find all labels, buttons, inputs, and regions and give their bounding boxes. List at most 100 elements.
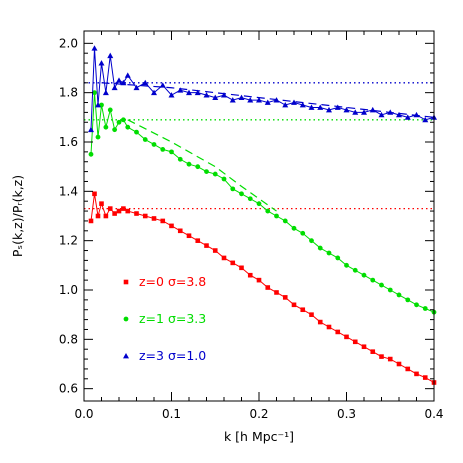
data-point xyxy=(344,334,349,340)
data-point xyxy=(361,272,367,278)
data-point xyxy=(95,102,101,108)
data-point xyxy=(142,137,148,142)
data-point xyxy=(151,89,157,96)
legend-entry: z=1 σ=3.3 xyxy=(139,311,206,326)
series-1 xyxy=(84,90,437,315)
x-tick-label: 0.4 xyxy=(424,407,443,421)
data-point xyxy=(186,233,192,239)
x-tick-label: 0.2 xyxy=(249,407,268,421)
y-tick-label: 0.6 xyxy=(59,382,78,396)
data-point xyxy=(361,109,367,115)
data-point xyxy=(326,324,332,330)
data-point xyxy=(422,306,428,311)
series-line xyxy=(90,48,435,130)
data-point xyxy=(309,238,314,244)
data-point xyxy=(212,248,218,253)
plot-marks xyxy=(84,45,437,385)
data-point xyxy=(98,60,105,66)
data-point xyxy=(282,218,288,224)
data-point xyxy=(413,111,420,118)
y-tick-label: 2.0 xyxy=(59,36,78,50)
legend-marker xyxy=(123,316,129,322)
data-point xyxy=(369,106,376,113)
data-point xyxy=(317,104,324,110)
data-point xyxy=(230,260,236,266)
data-point xyxy=(212,171,218,177)
data-point xyxy=(103,124,109,130)
data-point xyxy=(352,339,358,345)
data-point xyxy=(352,267,358,273)
data-point xyxy=(221,176,227,182)
data-point xyxy=(160,147,166,152)
data-point xyxy=(177,228,183,234)
data-point xyxy=(396,292,402,298)
data-point xyxy=(124,72,131,78)
data-point xyxy=(344,262,349,268)
data-point xyxy=(99,201,104,206)
data-point xyxy=(160,218,166,224)
data-point xyxy=(414,371,419,377)
y-tick-label: 1.2 xyxy=(59,234,78,248)
y-tick-label: 1.6 xyxy=(59,135,78,149)
data-point xyxy=(335,255,341,261)
series-2 xyxy=(84,45,437,133)
data-point xyxy=(107,206,113,211)
data-point xyxy=(107,52,114,59)
data-point xyxy=(95,134,101,140)
data-point xyxy=(291,302,297,308)
data-point xyxy=(326,250,332,256)
data-point xyxy=(239,265,244,271)
model-curve xyxy=(127,119,277,212)
data-point xyxy=(335,329,341,335)
axis-ticks: 0.0 0.1 0.2 0.3 0.4 0.6 0.8 1.0 1.2 1.4 1.6 1.8 2.0 xyxy=(59,31,444,421)
data-point xyxy=(230,186,236,192)
data-point xyxy=(256,97,262,103)
data-point xyxy=(168,92,175,98)
legend-entry: z=0 σ=3.8 xyxy=(139,274,206,289)
data-point xyxy=(247,272,253,278)
x-tick-label: 0.3 xyxy=(337,407,356,421)
data-point xyxy=(247,196,253,202)
data-point xyxy=(88,126,94,133)
data-point xyxy=(300,307,306,313)
data-point xyxy=(92,191,97,197)
data-point xyxy=(195,238,201,243)
series-0 xyxy=(84,191,437,385)
data-point xyxy=(404,114,411,120)
data-point xyxy=(387,287,393,293)
data-point xyxy=(326,106,332,113)
data-point xyxy=(204,243,209,248)
data-point xyxy=(361,344,367,350)
data-point xyxy=(422,116,429,123)
data-point xyxy=(112,211,117,216)
data-point xyxy=(177,87,184,93)
data-point xyxy=(120,79,127,86)
data-point xyxy=(265,208,271,214)
data-point xyxy=(204,169,209,175)
data-point xyxy=(422,375,428,380)
data-point xyxy=(88,151,94,157)
x-tick-label: 0.1 xyxy=(162,407,181,421)
data-point xyxy=(264,99,271,105)
y-tick-label: 1.8 xyxy=(59,86,78,100)
data-point xyxy=(151,142,157,147)
data-point xyxy=(379,354,384,359)
data-point xyxy=(238,94,245,100)
data-point xyxy=(282,102,289,108)
data-point xyxy=(334,104,341,110)
data-point xyxy=(247,97,254,103)
data-point xyxy=(378,111,385,118)
y-tick-label: 1.0 xyxy=(59,283,78,297)
data-point xyxy=(125,124,131,130)
data-point xyxy=(102,89,109,96)
data-point xyxy=(221,92,227,98)
data-point xyxy=(405,297,411,303)
data-point xyxy=(91,45,98,51)
data-point xyxy=(299,102,306,108)
data-point xyxy=(265,285,271,290)
data-point xyxy=(116,119,122,125)
data-point xyxy=(300,230,306,236)
data-point xyxy=(95,213,101,219)
data-point xyxy=(125,208,131,214)
